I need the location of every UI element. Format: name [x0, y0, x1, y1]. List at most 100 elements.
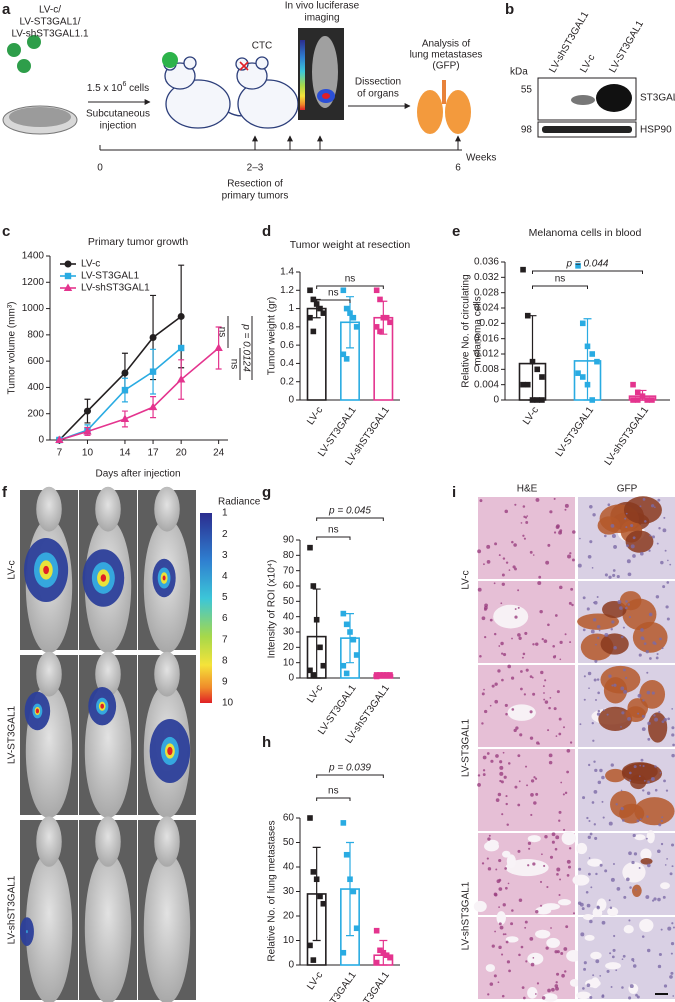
nucleus — [625, 600, 628, 603]
nucleus — [631, 958, 635, 962]
x-tick-label: LV-ST3GAL1 — [554, 405, 597, 459]
nucleus — [564, 508, 567, 511]
marker-label: 55 — [521, 85, 533, 96]
legend-marker — [64, 272, 72, 280]
nucleus — [638, 653, 642, 657]
nucleus — [497, 981, 500, 984]
step-label: In vivo luciferase — [285, 1, 360, 12]
data-point — [373, 927, 380, 934]
data-point — [177, 344, 185, 352]
nucleus — [632, 833, 636, 838]
nucleus — [640, 758, 644, 762]
nucleus — [486, 752, 490, 755]
nucleus — [533, 801, 537, 805]
y-tick-label: 1000 — [22, 303, 45, 314]
nucleus — [501, 813, 504, 816]
y-tick-label: 0.036 — [474, 257, 499, 268]
data-point — [310, 957, 317, 963]
nucleus — [667, 926, 672, 931]
significance-line — [316, 797, 351, 801]
cell-line: LV-c/ — [39, 5, 61, 16]
nucleus — [610, 985, 613, 988]
nucleus — [592, 974, 595, 977]
nucleus — [491, 944, 495, 948]
y-tick-label: 90 — [283, 535, 295, 546]
x-tick-label: LV-c — [521, 405, 541, 427]
x-tick-label: 24 — [213, 448, 225, 459]
nucleus — [671, 753, 675, 758]
alveolus — [527, 952, 544, 965]
nucleus — [666, 581, 670, 584]
data-point — [387, 672, 393, 678]
nucleus — [606, 713, 609, 716]
nucleus — [592, 513, 596, 517]
nucleus — [654, 788, 658, 792]
nucleus — [649, 657, 652, 660]
nucleus — [582, 796, 586, 800]
step-label: Resection of — [227, 179, 283, 190]
nucleus — [511, 708, 515, 711]
nucleus — [567, 554, 572, 559]
nucleus — [593, 600, 598, 605]
nucleus — [501, 582, 505, 586]
nucleus — [586, 983, 591, 988]
nucleus — [664, 549, 667, 552]
nucleus — [642, 789, 645, 792]
unit-label: kDa — [510, 67, 528, 78]
nucleus — [560, 531, 562, 534]
y-tick-label: 10 — [283, 657, 295, 668]
nucleus — [612, 948, 616, 952]
nucleus — [559, 640, 563, 645]
nucleus — [522, 534, 525, 537]
nucleus — [606, 969, 610, 973]
nucleus — [656, 542, 659, 545]
alveolus — [572, 874, 590, 886]
error-bar — [346, 296, 354, 349]
signal — [26, 930, 28, 934]
step-label: imaging — [304, 13, 339, 24]
nucleus — [535, 642, 539, 646]
data-point — [387, 319, 393, 326]
nucleus — [660, 928, 663, 931]
nucleus — [610, 763, 614, 767]
cell-number-part: cells — [126, 83, 149, 94]
significance-line — [316, 774, 384, 778]
data-point — [343, 305, 350, 312]
mouse-head — [95, 651, 121, 697]
nucleus — [532, 692, 536, 696]
nucleus — [484, 635, 487, 639]
chart-title: Primary tumor growth — [88, 236, 189, 248]
nucleus — [662, 895, 666, 899]
nucleus — [588, 763, 591, 767]
data-point — [353, 324, 360, 330]
nucleus — [607, 503, 611, 507]
data-point — [350, 636, 357, 643]
data-point — [176, 375, 186, 383]
nucleus — [519, 733, 523, 737]
nucleus — [651, 899, 655, 902]
nucleus — [541, 853, 543, 856]
nucleus — [666, 617, 670, 621]
alveolus — [646, 830, 655, 844]
nucleus — [642, 764, 645, 768]
gfp-stain — [625, 530, 654, 553]
significance-label: ns — [555, 274, 566, 285]
nucleus — [628, 616, 631, 619]
nucleus — [560, 952, 564, 955]
schematic — [2, 28, 471, 151]
nucleus — [647, 863, 651, 868]
cell-number: 1.5 x 106 cells — [87, 81, 149, 94]
nucleus — [532, 643, 535, 646]
nucleus — [569, 741, 573, 744]
y-tick-label: 0.012 — [474, 349, 499, 360]
data-point — [310, 869, 317, 875]
nucleus — [583, 961, 587, 965]
data-point — [313, 876, 320, 883]
y-axis-label: Tumor weight (gr) — [267, 297, 278, 376]
significance-line — [532, 285, 588, 289]
y-tick-label: 10 — [283, 935, 295, 946]
nucleus — [482, 755, 487, 760]
nucleus — [599, 768, 603, 773]
nucleus — [595, 643, 597, 646]
data-point — [524, 381, 531, 388]
